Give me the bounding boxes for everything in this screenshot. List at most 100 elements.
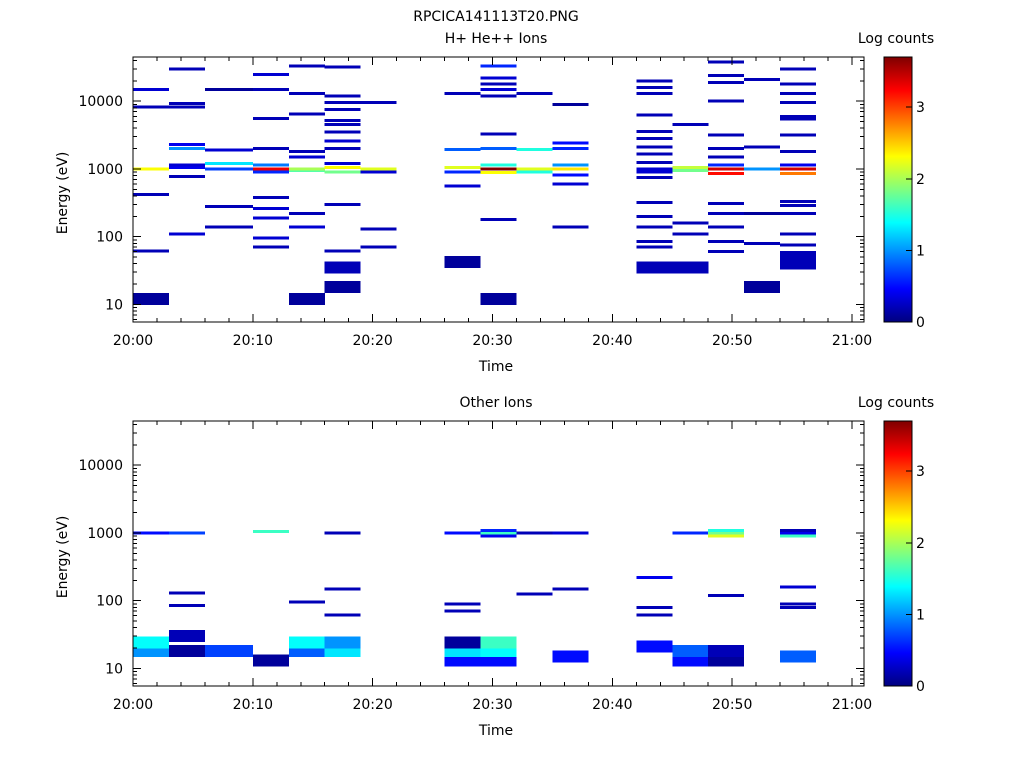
heatmap-cell <box>480 293 517 306</box>
x-tick-label: 20:50 <box>712 697 752 713</box>
heatmap-cell <box>552 225 589 229</box>
colorbar-tick-label: 1 <box>916 607 925 623</box>
x-axis-ticks: 20:00 20:10 20:20 20:30 20:40 20:50 21:00 <box>113 57 872 349</box>
y-tick-label: 10 <box>105 297 123 313</box>
heatmap-cell <box>324 202 361 206</box>
y-tick-label: 1000 <box>87 526 123 542</box>
y-tick-label: 1000 <box>87 162 123 178</box>
heatmap-cell <box>480 163 517 167</box>
heatmap-cell <box>444 256 481 269</box>
colorbar-label: Log counts <box>858 395 934 411</box>
heatmap-cell <box>324 261 361 274</box>
heatmap-cell <box>636 245 673 249</box>
heatmap-cell <box>133 636 169 649</box>
heatmap-cell <box>252 167 289 171</box>
heatmap-cell <box>780 101 817 105</box>
heatmap-cell <box>324 587 361 591</box>
heatmap-cell <box>744 281 781 294</box>
heatmap-cell <box>480 167 517 171</box>
colorbar-tick-label: 3 <box>916 464 925 480</box>
heatmap-cell <box>780 167 817 171</box>
heatmap-cell <box>204 645 253 658</box>
heatmap-cell <box>324 613 361 617</box>
x-tick-label: 20:20 <box>352 697 392 713</box>
heatmap-cell <box>480 654 517 667</box>
heatmap-cell <box>744 77 781 81</box>
heatmap-cell <box>708 60 745 64</box>
heatmap-cell <box>444 531 481 535</box>
heatmap-cell <box>636 175 673 179</box>
heatmap-cell <box>636 129 673 133</box>
heatmap-cell <box>288 212 325 215</box>
heatmap-cell <box>780 150 817 154</box>
heatmap-cell <box>324 65 361 69</box>
heatmap-cell <box>708 240 745 243</box>
colorbar <box>884 57 912 322</box>
heatmap-cell <box>480 132 517 136</box>
x-axis-label: Time <box>478 723 513 739</box>
heatmap-cell <box>672 169 709 172</box>
heatmap-cell <box>133 87 169 91</box>
heatmap-cell <box>516 167 553 171</box>
heatmap-cell <box>169 105 205 109</box>
heatmap-cell <box>636 92 673 95</box>
x-tick-label: 20:50 <box>712 333 752 349</box>
heatmap-cell <box>288 225 325 229</box>
heatmap-cell <box>444 92 481 95</box>
heatmap-cell <box>288 293 325 306</box>
heatmap-cell <box>324 101 361 105</box>
colorbar-tick-label: 2 <box>916 172 925 188</box>
heatmap-cell <box>444 654 481 667</box>
heatmap-cell <box>288 64 325 68</box>
heatmap-cell <box>324 94 361 98</box>
heatmap-cell <box>204 87 253 91</box>
heatmap-cell <box>169 174 205 178</box>
heatmap-cell <box>636 576 673 579</box>
heatmap-cell <box>360 245 397 249</box>
heatmap-cell <box>708 201 745 205</box>
heatmap-cell <box>780 650 817 663</box>
y-tick-label: 100 <box>96 594 123 610</box>
heatmap-cell <box>444 166 481 169</box>
heatmap-cell <box>288 112 325 116</box>
heatmap-cell <box>636 113 673 117</box>
heatmap-cell <box>780 133 817 137</box>
y-tick-label: 100 <box>96 230 123 246</box>
heatmap-cell <box>780 67 817 71</box>
heatmap-cell <box>780 534 817 538</box>
heatmap-cell <box>169 531 205 535</box>
heatmap-cell <box>204 225 253 229</box>
heatmap-cell <box>636 79 673 83</box>
heatmap-cell <box>780 605 817 609</box>
heatmap-cell <box>169 147 205 151</box>
heatmap-cells <box>133 60 817 306</box>
panel-h-he-ions: H+ He++ Ions Log counts 20:00 20:10 20:20 2… <box>55 31 934 375</box>
x-tick-label: 20:20 <box>352 333 392 349</box>
heatmap-cell <box>780 243 817 247</box>
heatmap-cell <box>480 82 517 86</box>
heatmap-cell <box>708 529 745 533</box>
heatmap-cell <box>708 225 745 229</box>
heatmap-cell <box>480 64 517 68</box>
heatmap-cell <box>252 72 289 76</box>
colorbar <box>884 421 912 686</box>
heatmap-cell <box>744 241 781 245</box>
heatmap-cell <box>672 654 709 667</box>
heatmap-cell <box>780 585 817 589</box>
heatmap-cell <box>360 101 397 105</box>
heatmap-cell <box>708 645 745 658</box>
heatmap-cell <box>133 293 169 306</box>
heatmap-cell <box>252 236 289 240</box>
heatmap-cell <box>708 147 745 151</box>
x-tick-label: 20:40 <box>592 697 632 713</box>
heatmap-cell <box>516 170 553 174</box>
heatmap-cell <box>636 170 673 174</box>
heatmap-cell <box>169 102 205 106</box>
heatmap-cell <box>708 212 745 215</box>
heatmap-cell <box>133 105 169 109</box>
heatmap-cell <box>324 170 361 174</box>
heatmap-cell <box>480 171 517 175</box>
x-tick-label: 20:10 <box>233 697 273 713</box>
heatmap-cell <box>708 531 745 535</box>
heatmap-cell <box>324 130 361 134</box>
